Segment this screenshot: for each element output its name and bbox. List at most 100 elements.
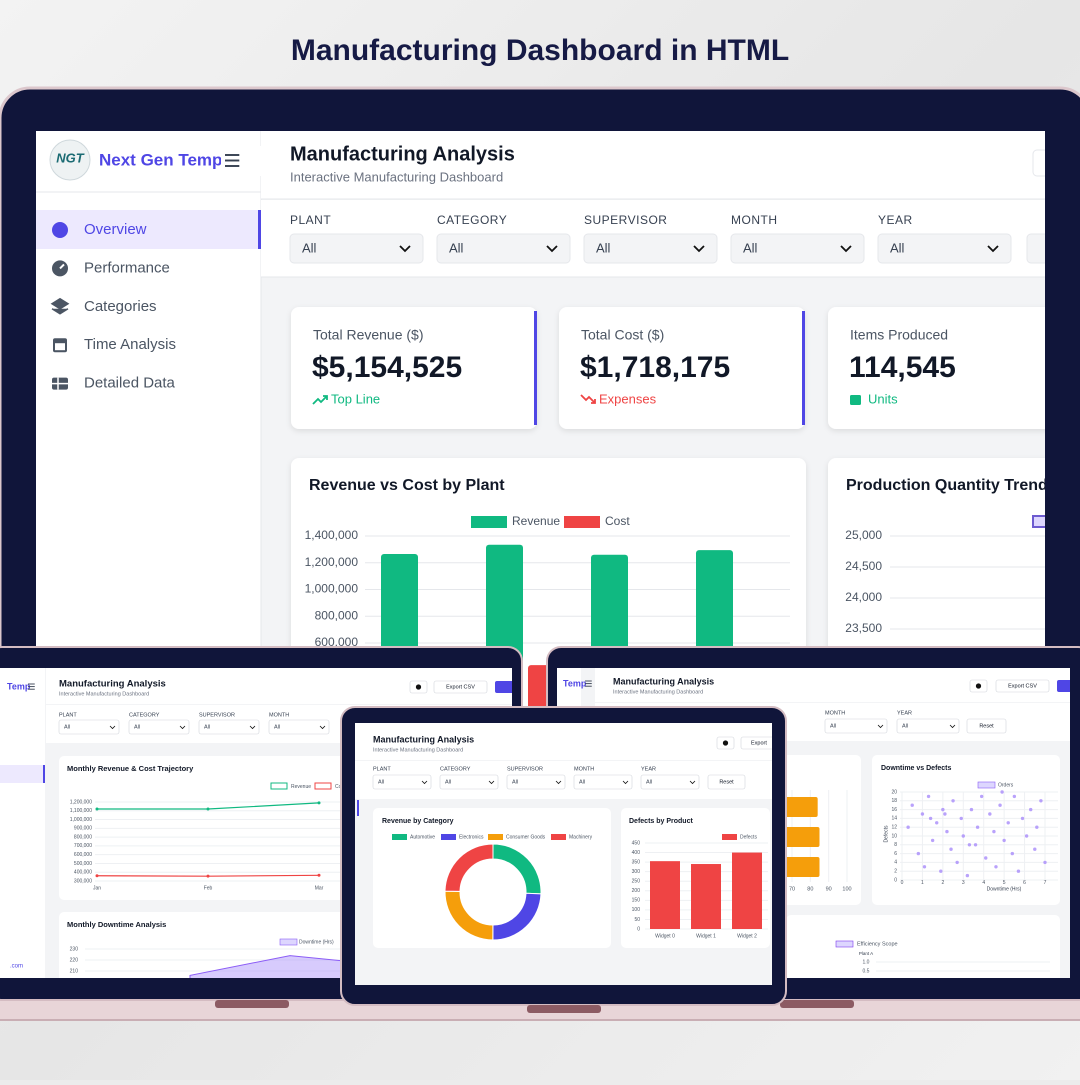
filter-select[interactable]: All: [877, 233, 1012, 264]
select-value: All: [204, 724, 210, 730]
filter-select[interactable]: All: [439, 774, 499, 790]
filter-select[interactable]: All: [824, 718, 888, 734]
filter-select[interactable]: All: [372, 774, 432, 790]
select-box[interactable]: [583, 233, 718, 264]
filter-select[interactable]: All: [506, 774, 566, 790]
select-box[interactable]: [436, 233, 571, 264]
y-tick-label: 800,000: [315, 608, 359, 622]
y-tick-label: 24,000: [845, 590, 882, 604]
button-box[interactable]: [740, 736, 786, 750]
point: [1002, 838, 1006, 843]
primary-button[interactable]: [1057, 680, 1077, 692]
chart-title: Monthly Revenue & Cost Trajectory: [67, 764, 194, 773]
legend-label: Downtime (Hrs): [299, 939, 334, 945]
x-tick-label: Feb: [204, 885, 213, 891]
button[interactable]: Reset: [966, 718, 1007, 734]
footer-text: .com: [10, 964, 23, 970]
x-tick-label: 90: [826, 886, 832, 892]
button-label: Reset: [719, 779, 734, 785]
filter-select[interactable]: All: [896, 718, 960, 734]
point: [1010, 851, 1015, 856]
select-box[interactable]: [439, 774, 499, 790]
filter-select[interactable]: All: [730, 233, 865, 264]
x-tick-label: Jan: [93, 885, 101, 891]
y-tick-label: 0.5: [863, 968, 870, 974]
legend-item[interactable]: Consumer Goods: [488, 834, 546, 840]
filter-select[interactable]: All: [573, 774, 633, 790]
filter-select[interactable]: All: [583, 233, 718, 264]
x-tick-label: 80: [807, 886, 813, 892]
legend-item[interactable]: Machinery: [551, 834, 593, 840]
select-box[interactable]: [896, 718, 960, 734]
button-box[interactable]: [707, 774, 746, 790]
y-tick-label: 0: [894, 877, 897, 883]
select-box[interactable]: [506, 774, 566, 790]
legend-item[interactable]: Automotive: [392, 834, 435, 840]
select-box[interactable]: [198, 719, 260, 735]
nav-item[interactable]: Detailed Data: [52, 375, 176, 392]
button-box[interactable]: [966, 718, 1007, 734]
page-title: Manufacturing Dashboard in HTML: [291, 34, 789, 67]
select-box[interactable]: [640, 774, 700, 790]
button-box[interactable]: [433, 680, 488, 694]
legend-item[interactable]: Cost: [564, 514, 630, 528]
point: [959, 816, 963, 821]
filter-extra[interactable]: [1026, 233, 1067, 264]
x-tick-label: 100: [842, 886, 851, 892]
header-button[interactable]: [1032, 149, 1063, 177]
button[interactable]: Export: [740, 736, 786, 750]
theme-toggle[interactable]: [716, 736, 735, 750]
select-box[interactable]: [730, 233, 865, 264]
nav-item[interactable]: Performance: [52, 259, 170, 277]
primary-button[interactable]: [495, 681, 515, 693]
legend-swatch: [471, 516, 507, 528]
legend-item[interactable]: Revenue: [270, 782, 311, 790]
filter-select[interactable]: All: [128, 719, 190, 735]
button[interactable]: Reset: [707, 774, 746, 790]
nav-item[interactable]: Overview: [36, 210, 261, 249]
filter-select[interactable]: All: [198, 719, 260, 735]
button[interactable]: Export CSV: [433, 680, 488, 694]
nav-active-bar: [43, 765, 45, 783]
filter-select[interactable]: All: [289, 233, 424, 264]
filter-select[interactable]: All: [640, 774, 700, 790]
y-tick-label: 100: [632, 907, 641, 913]
filter-select[interactable]: All: [268, 719, 330, 735]
legend-item[interactable]: Revenue: [471, 514, 560, 528]
chevron: [249, 725, 256, 730]
filter-select[interactable]: All: [58, 719, 120, 735]
y-tick-label: 24,500: [845, 559, 882, 573]
filter-select[interactable]: All: [436, 233, 571, 264]
select-value: All: [449, 240, 464, 255]
logo: [49, 139, 91, 181]
theme-toggle[interactable]: [409, 680, 428, 694]
point: [1035, 825, 1039, 829]
nav-item[interactable]: Time Analysis: [53, 336, 176, 353]
select-box[interactable]: [573, 774, 633, 790]
select-box[interactable]: [268, 719, 330, 735]
button-label: Export: [751, 740, 767, 746]
select-box[interactable]: [824, 718, 888, 734]
legend-item[interactable]: Electronics: [441, 834, 484, 840]
legend-label: Automotive: [410, 834, 435, 840]
point: [1016, 869, 1021, 873]
select-box[interactable]: [372, 774, 432, 790]
laptop-foot: [780, 1000, 854, 1008]
donut-segment: [444, 843, 494, 892]
header-subtitle: Interactive Manufacturing Dashboard: [290, 169, 503, 184]
theme-toggle[interactable]: [969, 679, 988, 693]
button-box[interactable]: [995, 679, 1050, 693]
select-box[interactable]: [58, 719, 120, 735]
select-box[interactable]: [877, 233, 1012, 264]
chevron: [555, 780, 562, 785]
nav-item[interactable]: Categories: [50, 298, 157, 315]
select-box[interactable]: [289, 233, 424, 264]
header-title: Manufacturing Analysis: [290, 143, 515, 165]
filter-label: YEAR: [878, 213, 913, 227]
button[interactable]: Export CSV: [995, 679, 1050, 693]
brand: Next Gen Temp: [99, 150, 222, 169]
y-tick-label: 230: [70, 946, 79, 952]
chevron: [689, 780, 696, 785]
select-box[interactable]: [128, 719, 190, 735]
